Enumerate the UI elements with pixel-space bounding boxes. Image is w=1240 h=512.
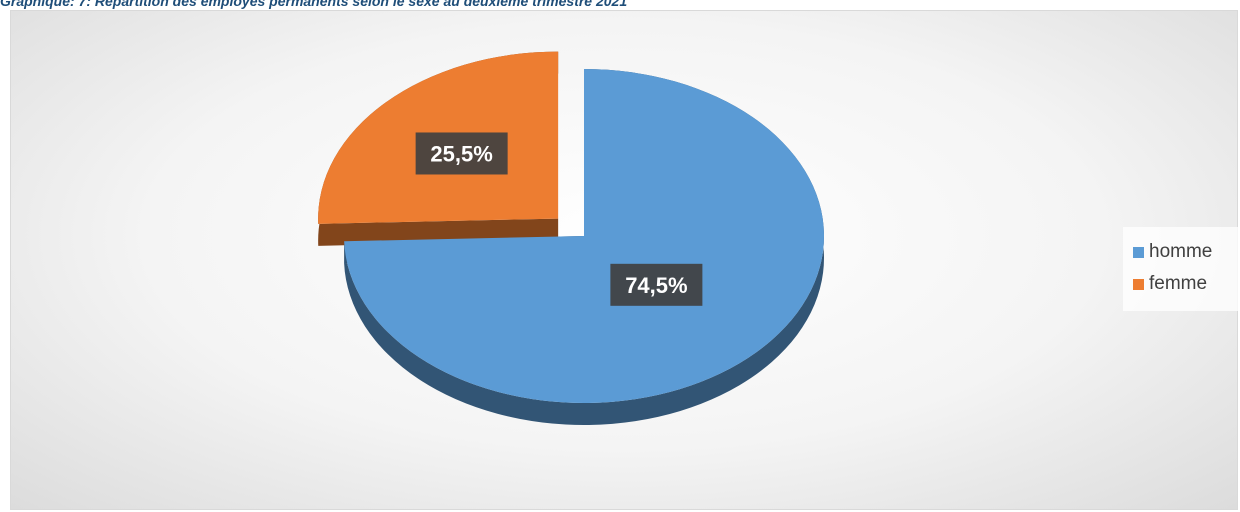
legend: homme femme bbox=[1123, 227, 1239, 311]
legend-label-homme: homme bbox=[1149, 241, 1213, 262]
chart-area: 74,5% 25,5% homme femme bbox=[10, 10, 1239, 510]
legend-swatch-homme bbox=[1133, 246, 1144, 258]
data-label-box-homme bbox=[610, 263, 703, 306]
data-label-text-homme: 74,5% bbox=[625, 273, 687, 298]
legend-item-femme: femme bbox=[1133, 268, 1239, 300]
data-label-box-femme bbox=[415, 132, 508, 175]
pie-chart: 74,5% 25,5% bbox=[318, 51, 825, 425]
data-label-homme: 74,5% bbox=[610, 263, 703, 306]
pie-slice-homme bbox=[344, 69, 825, 403]
data-label-text-femme: 25,5% bbox=[430, 141, 492, 166]
legend-swatch-femme bbox=[1133, 278, 1144, 290]
chart-title: Graphique: 7: Répartition des employés p… bbox=[0, 0, 628, 9]
legend-label-femme: femme bbox=[1149, 273, 1208, 294]
data-label-femme: 25,5% bbox=[415, 132, 508, 175]
legend-item-homme: homme bbox=[1133, 236, 1239, 268]
pie-data-labels: 74,5% 25,5% bbox=[415, 132, 703, 306]
